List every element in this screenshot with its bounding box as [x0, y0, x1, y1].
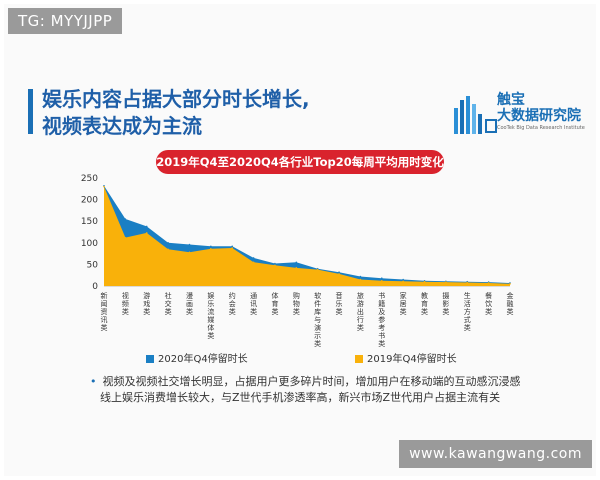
legend-label-2019: 2019年Q4停留时长 — [367, 354, 457, 365]
x-tick-label: 金融类 — [507, 291, 514, 316]
data-point-2019 — [103, 185, 105, 188]
data-point-2019 — [145, 232, 148, 234]
y-tick-label: 100 — [81, 239, 98, 249]
data-point-2019 — [252, 261, 255, 264]
x-tick-label: 新闻资讯类 — [101, 291, 108, 332]
chart-title-banner: 2019年Q4至2020Q4各行业Top20每周平均用时变化 — [156, 150, 444, 174]
data-point-2020 — [231, 245, 234, 248]
brand-subtitle: 大数据研究院 — [497, 108, 581, 124]
legend-item-2019: 2019年Q4停留时长 — [355, 350, 457, 365]
legend-item-2020: 2020年Q4停留时长 — [146, 350, 248, 365]
heading-accent-bar — [28, 89, 33, 134]
data-point-2019 — [316, 268, 319, 271]
data-point-2019 — [167, 248, 169, 251]
x-tick-label: 音乐类 — [336, 291, 343, 316]
data-point-2019 — [188, 251, 191, 254]
slide-card — [4, 4, 596, 476]
x-tick-label: 视频类 — [122, 291, 129, 316]
x-tick-label: 游戏类 — [143, 291, 150, 316]
data-point-2020 — [145, 225, 148, 228]
legend-swatch-2020 — [146, 355, 154, 363]
x-tick-label: 漫画类 — [186, 291, 193, 316]
data-point-2019 — [231, 247, 234, 249]
y-tick-label: 200 — [81, 196, 98, 206]
x-tick-label: 书籍及参考书类 — [378, 291, 385, 348]
x-tick-label: 软件库与演示类 — [314, 291, 321, 348]
watermark-top: TG: MYYJJPP — [8, 8, 123, 34]
data-point-2019 — [487, 282, 490, 284]
data-point-2020 — [380, 277, 383, 280]
slide-heading: 娱乐内容占据大部分时长增长, 视频表达成为主流 — [42, 86, 310, 140]
x-tick-label: 摄影类 — [442, 291, 449, 316]
brand-logo-icon — [454, 96, 497, 134]
brand-name: 触宝 — [497, 92, 525, 108]
heading-line-2: 视频表达成为主流 — [42, 114, 202, 138]
x-tick-label: 约会类 — [229, 291, 236, 316]
x-tick-label: 通讯类 — [250, 291, 257, 316]
legend-swatch-2019 — [355, 355, 363, 363]
x-tick-label: 生活方式类 — [464, 291, 471, 332]
y-tick-label: 50 — [87, 260, 99, 270]
data-point-2019 — [274, 264, 276, 267]
data-point-2019 — [380, 280, 383, 282]
data-point-2020 — [338, 271, 340, 273]
data-point-2019 — [509, 283, 511, 285]
data-point-2019 — [124, 236, 127, 239]
data-point-2019 — [402, 280, 404, 283]
brand-english-name: CooTek Big Data Research Institute — [497, 125, 585, 131]
area-series-2019 — [104, 186, 510, 286]
x-tick-label: 体育类 — [271, 291, 278, 316]
data-point-2020 — [359, 275, 362, 278]
x-tick-label: 教育类 — [421, 291, 428, 316]
legend-label-2020: 2020年Q4停留时长 — [158, 354, 248, 365]
y-tick-label: 250 — [81, 174, 98, 184]
y-tick-label: 150 — [81, 217, 98, 227]
data-point-2019 — [423, 280, 426, 283]
note-1: 视频及视频社交增长明显，占据用户更多碎片时间，增加用户在移动端的互动感沉浸感 — [90, 373, 521, 389]
note-2: 线上娱乐消费增长较大，与Z世代手机渗透率高，新兴市场Z世代用户占据主流有关 — [100, 391, 501, 404]
x-tick-label: 购物类 — [293, 291, 300, 316]
x-tick-label: 家居类 — [400, 291, 407, 316]
data-point-2019 — [445, 281, 447, 283]
data-point-2020 — [167, 242, 169, 244]
data-point-2020 — [252, 257, 255, 259]
data-point-2020 — [124, 218, 127, 220]
heading-line-1: 娱乐内容占据大部分时长增长, — [42, 87, 310, 111]
data-point-2020 — [274, 262, 276, 265]
data-point-2019 — [295, 267, 298, 269]
data-point-2019 — [210, 248, 212, 250]
data-point-2020 — [402, 278, 404, 281]
data-point-2020 — [188, 243, 191, 246]
watermark-bottom: www.kawangwang.com — [399, 440, 592, 468]
data-point-2020 — [210, 245, 212, 248]
x-tick-label: 餐饮类 — [485, 291, 492, 316]
x-tick-label: 旅游出行类 — [357, 291, 364, 332]
data-point-2019 — [466, 281, 469, 284]
data-point-2020 — [295, 261, 298, 264]
x-tick-label: 社交类 — [165, 291, 172, 316]
data-point-2019 — [338, 273, 340, 275]
x-tick-label: 娱乐流媒体类 — [207, 291, 214, 340]
y-tick-label: 0 — [92, 282, 98, 292]
data-point-2019 — [359, 278, 362, 281]
